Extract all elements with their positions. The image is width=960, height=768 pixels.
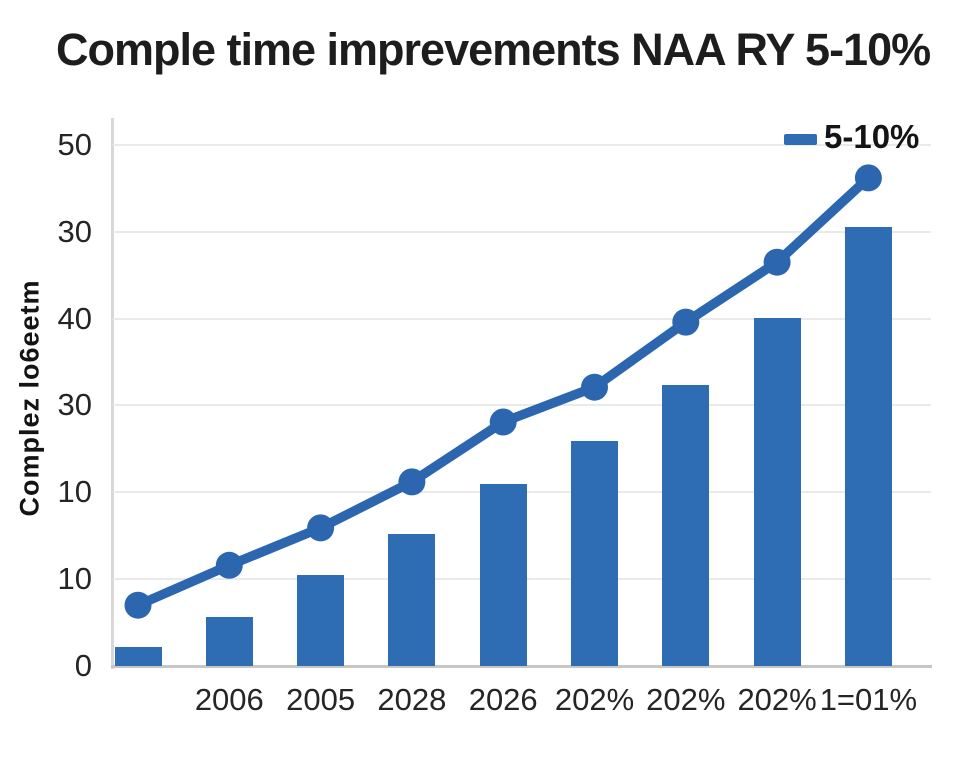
bar: [388, 534, 436, 666]
y-tick-label: 0: [74, 648, 92, 683]
bar: [662, 384, 710, 666]
x-tick-label: 2006: [194, 682, 264, 717]
bar: [571, 441, 618, 666]
data-point-marker: [763, 248, 791, 276]
data-point-marker: [672, 308, 700, 336]
x-tick-label: 2005: [286, 682, 356, 717]
bar: [479, 483, 527, 666]
y-tick-label: 10: [57, 561, 92, 597]
x-tick-label: 202%: [554, 682, 635, 717]
legend-label: 5-10%: [824, 118, 920, 155]
bar: [753, 317, 801, 666]
line-series: [124, 164, 882, 619]
bar: [114, 646, 162, 666]
trend-line: [133, 173, 874, 610]
chart-title: Comple time imprevements NAA RY 5-10%: [56, 24, 931, 75]
data-point-marker: [489, 408, 517, 436]
y-tick-label: 10: [57, 474, 92, 510]
gridline: [113, 404, 931, 407]
x-tick-label: 2026: [468, 682, 538, 717]
data-point-marker: [307, 514, 335, 542]
x-tick-label: 2028: [377, 682, 447, 717]
gridline: [113, 143, 931, 146]
y-tick-label: 40: [57, 300, 92, 336]
bar: [844, 226, 892, 666]
gridline: [113, 230, 931, 233]
x-tick-label: 1=01%: [819, 682, 918, 717]
y-tick-label: 50: [57, 126, 92, 162]
y-axis-line: [111, 118, 114, 669]
x-tick-label: 202%: [737, 682, 817, 717]
y-tick-label: 30: [57, 213, 92, 249]
x-axis-line: [111, 665, 932, 668]
bar: [205, 617, 253, 666]
x-tick-label: 202%: [646, 682, 726, 717]
y-tick-label: 30: [57, 387, 92, 423]
bar: [297, 574, 345, 666]
data-point-marker: [215, 551, 243, 579]
gridline: [113, 317, 931, 320]
data-point-marker: [581, 373, 608, 401]
legend: 5-10%: [784, 118, 919, 156]
plot-area: [113, 118, 931, 666]
data-point-marker: [854, 164, 882, 192]
legend-swatch-icon: [784, 133, 817, 145]
data-point-marker: [398, 468, 426, 496]
data-point-marker: [124, 591, 152, 619]
